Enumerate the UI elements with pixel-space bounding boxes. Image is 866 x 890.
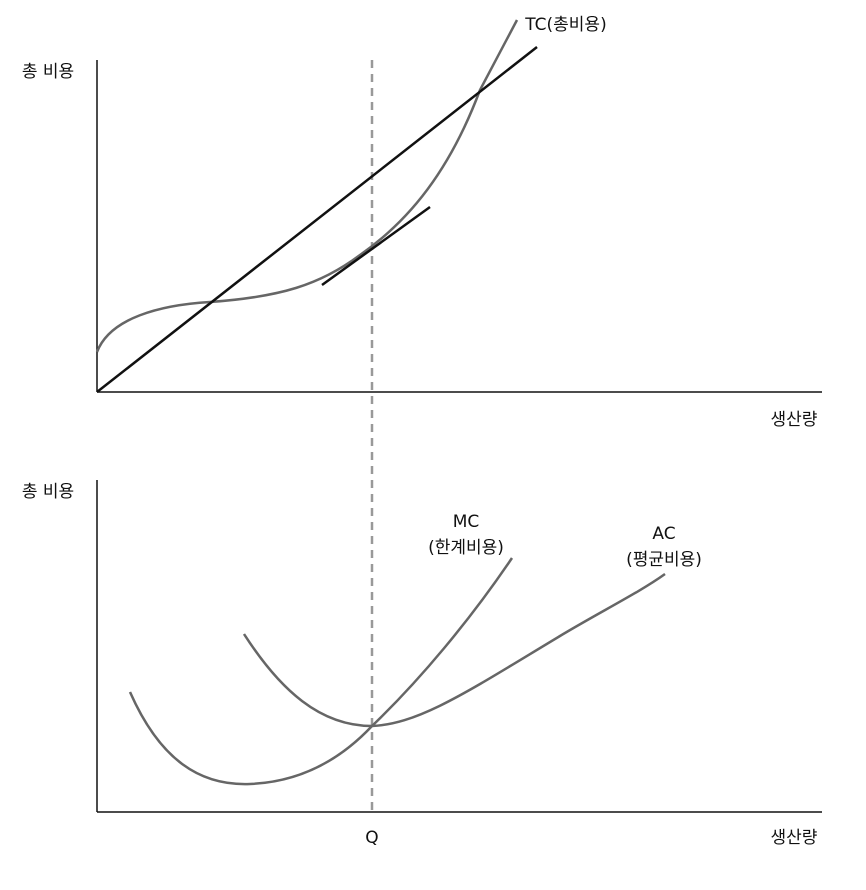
y-axis-label: 총 비용 [22, 62, 74, 82]
curve-label: AC [652, 524, 675, 544]
q-label: Q [365, 828, 378, 848]
curve-label: (평균비용) [626, 550, 702, 570]
y-axis-label: 총 비용 [22, 482, 74, 502]
ac-curve [242, 572, 666, 728]
ray-line [96, 46, 538, 393]
tangent-line [321, 205, 431, 287]
x-axis-label: 생산량 [771, 410, 818, 430]
curve-label: MC [453, 512, 480, 532]
x-axis-label: 생산량 [771, 828, 818, 848]
curve-label: TC(총비용) [524, 15, 606, 35]
curve-label: (한계비용) [428, 538, 504, 558]
tc-curve [95, 19, 519, 353]
mc-curve [128, 557, 514, 786]
